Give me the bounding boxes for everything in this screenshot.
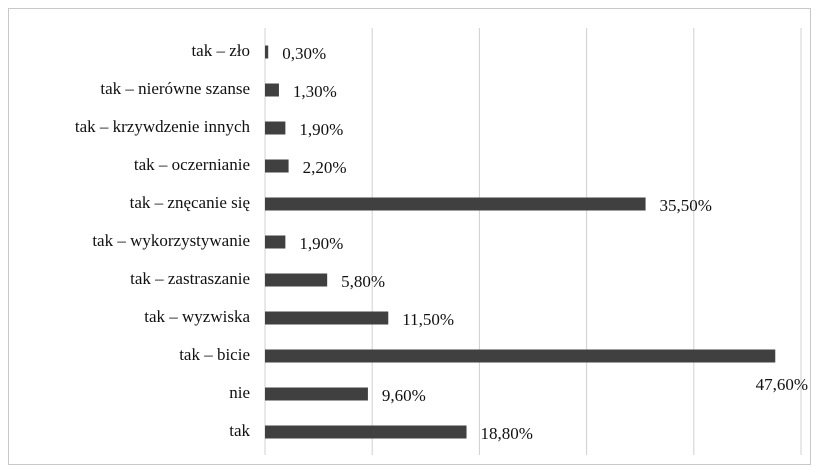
bar bbox=[265, 159, 289, 173]
category-label: tak – wyzwiska bbox=[144, 307, 250, 326]
category-label: nie bbox=[229, 383, 250, 402]
bar bbox=[265, 235, 286, 249]
bar bbox=[265, 83, 279, 97]
category-label: tak – bicie bbox=[179, 345, 250, 364]
category-label: tak bbox=[229, 421, 250, 440]
value-label: 18,80% bbox=[481, 424, 533, 443]
bar bbox=[265, 311, 389, 325]
category-label: tak – wykorzystywanie bbox=[92, 231, 250, 250]
value-label: 11,50% bbox=[402, 310, 454, 329]
value-label: 1,90% bbox=[299, 234, 343, 253]
bar bbox=[265, 425, 467, 439]
category-label: tak – nierówne szanse bbox=[100, 79, 250, 98]
category-label: tak – znęcanie się bbox=[130, 193, 250, 212]
bar bbox=[265, 387, 368, 401]
category-label: tak – zastraszanie bbox=[130, 269, 250, 288]
value-label: 2,20% bbox=[303, 158, 347, 177]
bar bbox=[265, 45, 269, 59]
category-label: tak – oczernianie bbox=[134, 155, 250, 174]
value-label: 5,80% bbox=[341, 272, 385, 291]
category-label: tak – zło bbox=[191, 41, 250, 60]
value-label: 9,60% bbox=[382, 386, 426, 405]
value-label: 0,30% bbox=[282, 44, 326, 63]
value-label: 1,90% bbox=[299, 120, 343, 139]
bar bbox=[265, 197, 646, 211]
chart-border bbox=[8, 8, 811, 465]
bar bbox=[265, 273, 328, 287]
value-label: 47,60% bbox=[756, 375, 808, 394]
value-label: 1,30% bbox=[293, 82, 337, 101]
bar bbox=[265, 121, 286, 135]
value-label: 35,50% bbox=[660, 196, 712, 215]
category-label: tak – krzywdzenie innych bbox=[75, 117, 251, 136]
bar bbox=[265, 349, 776, 363]
